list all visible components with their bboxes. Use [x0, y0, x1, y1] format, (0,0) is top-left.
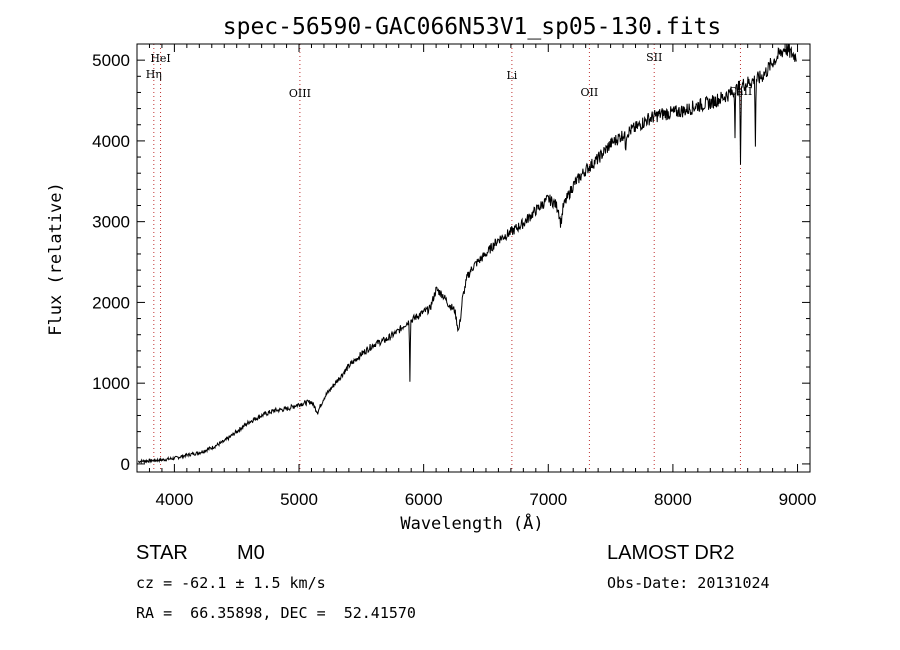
x-tick-label-1: 5000 — [280, 490, 318, 509]
object-subclass: M0 — [237, 542, 265, 564]
object-class: STAR — [136, 542, 188, 564]
y-tick-label-4: 4000 — [92, 132, 130, 151]
y-tick-label-0: 0 — [121, 455, 130, 474]
survey-label: LAMOST DR2 — [607, 542, 735, 564]
x-tick-label-3: 7000 — [529, 490, 567, 509]
line-marker-label-4: OII — [581, 86, 599, 99]
line-marker-label-2: OIII — [289, 87, 311, 100]
observation-date: Obs-Date: 20131024 — [607, 574, 770, 592]
y-tick-label-5: 5000 — [92, 51, 130, 70]
y-tick-label-2: 2000 — [92, 293, 130, 312]
line-marker-label-1: Hη — [146, 68, 162, 81]
y-tick-label-3: 3000 — [92, 213, 130, 232]
y-axis-label: Flux (relative) — [46, 182, 66, 336]
x-tick-label-0: 4000 — [155, 490, 193, 509]
chart-title: spec-56590-GAC066N53V1_sp05-130.fits — [223, 14, 722, 40]
x-tick-label-5: 9000 — [779, 490, 817, 509]
plot-frame — [136, 43, 811, 473]
spectrum-series-line — [137, 43, 797, 465]
redshift-info: cz = -62.1 ± 1.5 km/s — [136, 574, 326, 592]
line-marker-label-5: SII — [646, 51, 662, 64]
line-marker-label-0: HeI — [150, 52, 170, 65]
x-axis-label: Wavelength (Å) — [400, 512, 543, 534]
line-marker-label-3: Li — [506, 69, 517, 82]
coordinates-info: RA = 66.35898, DEC = 52.41570 — [136, 604, 416, 622]
x-tick-label-4: 8000 — [654, 490, 692, 509]
y-tick-label-1: 1000 — [92, 374, 130, 393]
x-tick-label-2: 6000 — [405, 490, 443, 509]
